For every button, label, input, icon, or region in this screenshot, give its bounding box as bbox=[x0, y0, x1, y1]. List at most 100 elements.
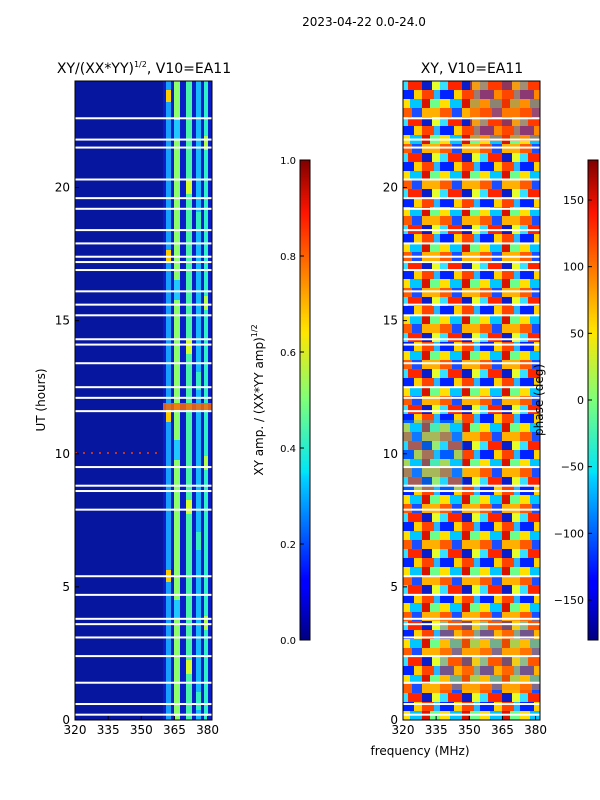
shared-xlabel: frequency (MHz) bbox=[370, 744, 469, 758]
ph-flagged-row bbox=[403, 386, 540, 389]
ph-colorbar-tick-label: 50 bbox=[570, 327, 584, 340]
phase-heatmap bbox=[403, 81, 540, 720]
amp-colorbar-tick-label: 0.0 bbox=[280, 636, 296, 647]
amp-flagged-row bbox=[75, 681, 212, 684]
ph-flagged-row bbox=[403, 396, 540, 399]
amp-flagged-row bbox=[75, 466, 212, 469]
ph-flagged-row bbox=[403, 703, 540, 706]
phase-x-axis: 320 335 350 365 380 bbox=[392, 716, 547, 737]
amp-flagged-row bbox=[75, 617, 212, 620]
amp-flagged-row bbox=[75, 261, 212, 264]
figure-suptitle: 2023-04-22 0.0-24.0 bbox=[302, 15, 426, 29]
amp-flagged-row bbox=[75, 242, 212, 245]
amplitude-title: XY/(XX*YY)1/2, V10=EA11 bbox=[57, 60, 231, 77]
ph-flagged-row bbox=[403, 242, 540, 245]
ph-flagged-row bbox=[403, 681, 540, 684]
ph-y-tick-label: 10 bbox=[383, 447, 398, 461]
amp-colorbar-tick-label: 0.4 bbox=[280, 444, 296, 455]
ph-y-tick-label: 15 bbox=[383, 314, 398, 328]
ph-x-tick-label: 350 bbox=[458, 723, 481, 737]
amp-flagged-row bbox=[75, 343, 212, 346]
ph-flagged-row bbox=[403, 343, 540, 346]
amp-flagged-row bbox=[75, 636, 212, 639]
amp-flagged-row bbox=[75, 655, 212, 658]
phase-colorbar: −150 −100 −50 0 50 100 150 phase (deg) bbox=[532, 159, 599, 641]
amp-flagged-row bbox=[75, 386, 212, 389]
ph-flagged-row bbox=[403, 593, 540, 596]
ph-flagged-row bbox=[403, 255, 540, 258]
amp-y-tick-label: 0 bbox=[62, 713, 70, 727]
amp-colorbar-tick-label: 0.6 bbox=[280, 348, 296, 359]
ph-flagged-row bbox=[403, 269, 540, 272]
amp-colorbar-tick-label: 0.8 bbox=[280, 252, 296, 263]
phase-axes-frame bbox=[402, 80, 541, 721]
ph-x-tick-label: 320 bbox=[392, 723, 415, 737]
ph-colorbar-tick-label: −50 bbox=[561, 461, 584, 474]
amp-y-tick-label: 10 bbox=[55, 447, 70, 461]
amp-flagged-row bbox=[75, 396, 212, 399]
amp-flagged-row bbox=[75, 362, 212, 365]
ph-flagged-row bbox=[403, 338, 540, 341]
phase-panel: XY, V10=EA11 320 335 350 365 380 0 5 10 15 20 bbox=[383, 61, 547, 737]
amp-flagged-row bbox=[75, 575, 212, 578]
ph-flagged-row bbox=[403, 303, 540, 306]
amp-flagged-row bbox=[75, 314, 212, 317]
amp-flagged-row bbox=[75, 207, 212, 210]
ph-x-tick-label: 365 bbox=[491, 723, 514, 737]
amp-flagged-row bbox=[75, 138, 212, 141]
amp-flagged-row bbox=[75, 713, 212, 716]
ph-flagged-row bbox=[403, 290, 540, 293]
ph-flagged-row bbox=[403, 636, 540, 639]
ph-flagged-row bbox=[403, 146, 540, 149]
amp-x-tick-label: 380 bbox=[196, 723, 219, 737]
ph-flagged-row bbox=[403, 117, 540, 120]
amp-flagged-row bbox=[75, 703, 212, 706]
ph-flagged-row bbox=[403, 713, 540, 716]
ph-colorbar-tick-label: 100 bbox=[563, 261, 584, 274]
ph-y-tick-label: 5 bbox=[390, 580, 398, 594]
ph-x-tick-label: 335 bbox=[425, 723, 448, 737]
ph-y-tick-label: 20 bbox=[383, 181, 398, 195]
amp-x-tick-label: 335 bbox=[97, 723, 120, 737]
amplitude-x-axis: 320 335 350 365 380 bbox=[64, 716, 219, 737]
amp-flagged-row bbox=[75, 255, 212, 258]
ph-flagged-row bbox=[403, 197, 540, 200]
ph-flagged-row bbox=[403, 261, 540, 264]
amp-flagged-row bbox=[75, 303, 212, 306]
ph-flagged-row bbox=[403, 229, 540, 232]
amplitude-ylabel: UT (hours) bbox=[34, 368, 48, 431]
phase-warm-band bbox=[440, 620, 540, 690]
amp-colorbar-tick-label: 1.0 bbox=[280, 156, 296, 167]
phase-y-axis: 0 5 10 15 20 bbox=[383, 181, 407, 727]
amplitude-colorbar-gradient bbox=[299, 159, 311, 641]
amp-flagged-row bbox=[75, 593, 212, 596]
phase-colorbar-ticks: −150 −100 −50 0 50 100 150 bbox=[554, 194, 592, 607]
ph-y-tick-label: 0 bbox=[390, 713, 398, 727]
ph-x-tick-label: 380 bbox=[524, 723, 547, 737]
amp-y-tick-label: 15 bbox=[55, 314, 70, 328]
ph-colorbar-tick-label: 0 bbox=[577, 394, 584, 407]
amp-flagged-row bbox=[75, 410, 212, 413]
amplitude-colorbar-ticks: 0.0 0.2 0.4 0.6 0.8 1.0 bbox=[280, 156, 304, 647]
ph-flagged-row bbox=[403, 138, 540, 141]
ph-flagged-row bbox=[403, 623, 540, 626]
ph-flagged-row bbox=[403, 466, 540, 469]
amp-y-tick-label: 5 bbox=[62, 580, 70, 594]
amp-flagged-row bbox=[75, 146, 212, 149]
ph-flagged-row bbox=[403, 490, 540, 493]
phase-flagged-rows bbox=[403, 117, 540, 716]
ph-flagged-row bbox=[403, 314, 540, 317]
ph-flagged-row bbox=[403, 655, 540, 658]
amp-y-tick-label: 20 bbox=[55, 181, 70, 195]
ph-flagged-row bbox=[403, 508, 540, 511]
amp-flagged-row bbox=[75, 197, 212, 200]
amp-x-tick-label: 365 bbox=[163, 723, 186, 737]
ph-colorbar-tick-label: −100 bbox=[554, 527, 584, 540]
phase-title: XY, V10=EA11 bbox=[421, 61, 523, 77]
amplitude-flagged-rows bbox=[75, 117, 212, 716]
ph-flagged-row bbox=[403, 575, 540, 578]
amp-x-tick-label: 320 bbox=[64, 723, 87, 737]
amp-flagged-row bbox=[75, 623, 212, 626]
ph-flagged-row bbox=[403, 484, 540, 487]
